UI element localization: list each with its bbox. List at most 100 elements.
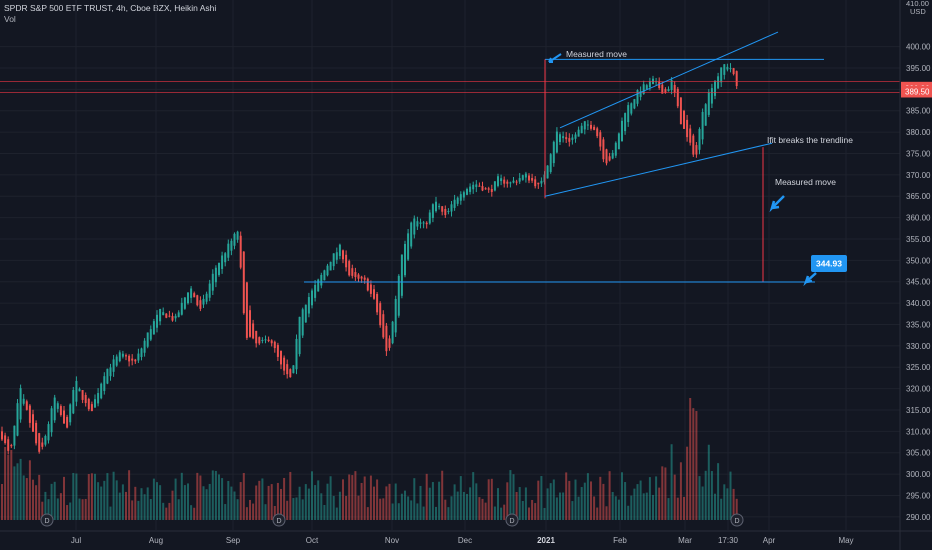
candle-body — [273, 341, 276, 349]
candle-body — [506, 181, 509, 184]
drawing-overlays: D D D D Measured move Ifit breaks the trendli… — [0, 31, 900, 527]
volume-bar — [630, 495, 633, 520]
time-tick-label: Aug — [149, 536, 163, 545]
volume-bar — [128, 470, 131, 520]
candle-body — [81, 390, 84, 400]
volume-bar — [38, 474, 41, 520]
volume-bar — [273, 505, 276, 520]
candle-body — [611, 152, 614, 159]
price-tick-label: 300.00 — [906, 470, 931, 479]
candle-body — [16, 403, 19, 436]
time-tick-label: 2021 — [537, 536, 555, 545]
arrow-icon — [548, 53, 562, 63]
volume-bar — [602, 483, 605, 520]
volume-bar — [667, 498, 670, 520]
volume-bar — [472, 472, 475, 520]
volume-bar — [22, 475, 25, 520]
candle-body — [475, 184, 478, 188]
volume-bar — [338, 491, 341, 520]
volume-bar — [236, 499, 239, 520]
candle-body — [72, 389, 75, 414]
volume-bar — [490, 478, 493, 520]
volume-bar — [193, 507, 196, 520]
volume-bar — [112, 471, 115, 520]
price-tick-label: 315.00 — [906, 406, 931, 415]
volume-bar — [183, 485, 186, 520]
candle-body — [28, 405, 31, 423]
candle-body — [264, 339, 267, 341]
candle-body — [112, 359, 115, 372]
time-tick-label: Feb — [613, 536, 627, 545]
candle-body — [87, 398, 90, 410]
price-axis-top-label: 410.00 — [906, 0, 929, 8]
candle-body — [546, 165, 549, 179]
candle-body — [509, 182, 512, 184]
volume-bar — [506, 482, 509, 520]
volume-bar — [121, 484, 124, 520]
time-axis[interactable]: Jul Aug Sep Oct Nov Dec 2021 Feb Mar 17:30 Apr May — [0, 530, 932, 545]
candle-body — [394, 298, 397, 333]
candle-body — [627, 105, 630, 123]
candle-body — [369, 284, 372, 294]
volume-bar — [397, 503, 400, 520]
volume-bar — [366, 507, 369, 520]
candle-body — [466, 189, 468, 195]
candle-body — [152, 321, 155, 335]
volume-bar — [627, 505, 630, 520]
candle-body — [47, 424, 50, 441]
candle-body — [385, 325, 388, 352]
candle-body — [661, 84, 664, 94]
volume-bar — [249, 499, 251, 520]
candle-body — [630, 103, 633, 114]
volume-bar — [363, 476, 366, 520]
candle-body — [583, 121, 586, 130]
volume-bar — [233, 491, 236, 520]
volume-bar — [540, 476, 543, 520]
candle-body — [537, 182, 540, 185]
price-tick-label: 295.00 — [906, 491, 931, 500]
candle-body — [729, 68, 732, 70]
volume-bar — [87, 474, 90, 520]
current-price-label: 389.50 — [905, 87, 930, 96]
candle-body — [242, 251, 245, 314]
candle-body — [459, 194, 462, 201]
candle-body — [255, 330, 258, 344]
candle-body — [295, 338, 298, 370]
candle-body — [472, 184, 475, 190]
candle-body — [227, 243, 230, 258]
candle-body — [407, 233, 410, 260]
price-tick-label: 360.00 — [906, 214, 931, 223]
volume-bar — [25, 478, 28, 520]
candle-body — [447, 211, 450, 213]
candle-body — [617, 133, 620, 150]
volume-bar — [521, 500, 524, 520]
volume-bar — [242, 473, 245, 520]
candle-body — [202, 298, 205, 305]
volume-bar — [385, 486, 388, 520]
price-axis[interactable]: 410.00USD400.00395.00390.00385.00380.003… — [899, 0, 932, 550]
candle-body — [283, 357, 286, 371]
volume-bar — [478, 497, 481, 520]
volume-bar — [100, 486, 103, 520]
candle-body — [419, 222, 422, 224]
volume-bar — [10, 449, 13, 520]
upper-trendline — [559, 31, 779, 129]
candle-body — [351, 268, 354, 276]
volume-bar — [298, 486, 301, 520]
volume-bar — [239, 482, 242, 520]
price-tick-label: 320.00 — [906, 385, 931, 394]
candle-body — [388, 338, 391, 348]
candle-body — [109, 367, 112, 377]
candle-body — [304, 304, 307, 323]
price-tick-label: 365.00 — [906, 192, 931, 201]
candle-body — [676, 88, 679, 107]
candle-body — [289, 369, 292, 378]
candle-body — [69, 404, 72, 423]
price-tick-label: 335.00 — [906, 320, 931, 329]
candle-body — [121, 353, 124, 357]
volume-bar — [404, 490, 406, 520]
candle-body — [497, 176, 499, 186]
volume-bar — [416, 503, 419, 520]
volume-bar — [56, 498, 59, 520]
